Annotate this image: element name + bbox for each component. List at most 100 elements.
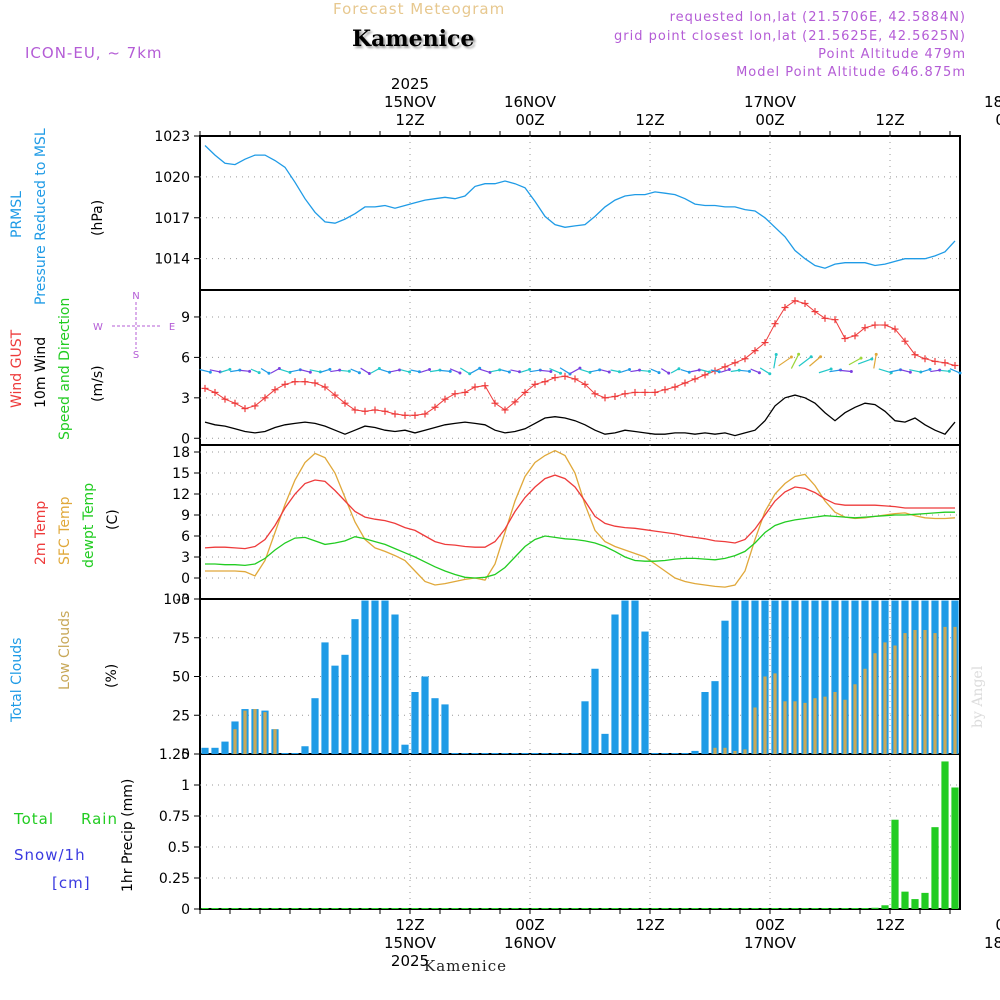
wind-arrow-head xyxy=(849,370,853,374)
wind-arrow xyxy=(319,368,331,373)
precip-bar xyxy=(541,908,549,909)
precip-bar xyxy=(511,908,519,909)
precip-bar xyxy=(761,908,769,909)
precip-ytick-label: 0 xyxy=(181,902,190,918)
wind-arrow-head xyxy=(308,370,312,374)
precip-bar xyxy=(351,908,359,909)
total-cloud-bar xyxy=(651,753,659,754)
wind-arrow xyxy=(809,356,821,367)
wind-arrow xyxy=(459,367,471,375)
bottom-time-label: 12Z xyxy=(635,916,664,934)
clouds-ytick-label: 100 xyxy=(163,592,190,608)
clouds-ytick-label: 0 xyxy=(181,747,190,763)
precip-bar xyxy=(741,908,749,909)
forecast-meteogram-title: Forecast Meteogram xyxy=(333,0,506,18)
precip-bar xyxy=(211,908,219,909)
wind-arrow-head xyxy=(707,370,711,374)
wind-arrow-head xyxy=(458,371,462,375)
precip-ytick-label: 1.25 xyxy=(159,747,190,763)
wind-arrow xyxy=(520,368,530,373)
wind-arrow xyxy=(579,368,591,373)
temp-ytick-label: 12 xyxy=(172,487,190,503)
wind-arrow xyxy=(439,369,451,372)
precip-bar xyxy=(821,908,829,909)
total-cloud-bar xyxy=(601,733,609,754)
precip-bar xyxy=(891,819,899,909)
wind-arrow xyxy=(878,368,892,374)
compass-icon: N S W E xyxy=(93,291,175,361)
precip-bar xyxy=(391,908,399,909)
wind-arrow-head xyxy=(768,372,772,376)
precip-bar xyxy=(581,908,589,909)
precip-bar xyxy=(411,908,419,909)
wind-arrow-head xyxy=(809,355,813,359)
wind-arrow xyxy=(250,368,260,374)
wind-arrow-head xyxy=(638,368,642,372)
dewpoint-line xyxy=(205,511,955,579)
wind-arrow xyxy=(930,369,940,373)
precip-ytick-label: 0.25 xyxy=(159,871,190,887)
precip-bar xyxy=(381,908,389,909)
wind-arrow xyxy=(750,368,760,374)
total-cloud-bar xyxy=(611,614,619,754)
low-cloud-bar xyxy=(783,701,787,754)
wind-arrow-head xyxy=(789,355,793,359)
wind-arrow-head xyxy=(797,352,801,356)
wind-arrow xyxy=(420,368,430,373)
precip-bar xyxy=(231,908,239,909)
precip-bar xyxy=(661,908,669,909)
wind-arrow-head xyxy=(947,369,951,373)
precip-bar xyxy=(461,908,469,909)
bottom-time-label: 00Z xyxy=(515,916,544,934)
sfc-temp-line xyxy=(205,449,956,588)
wind-ytick-label: 9 xyxy=(181,310,190,326)
wind-arrow-head xyxy=(687,370,691,374)
precip-bar xyxy=(631,908,639,909)
wind-arrow xyxy=(390,369,400,373)
wind-arrow-head xyxy=(498,368,502,372)
precip-bar xyxy=(531,908,539,909)
wind-arrow xyxy=(199,368,211,373)
wind-arrow xyxy=(479,368,491,373)
wind-ytick-label: 3 xyxy=(181,391,190,407)
total-cloud-bar xyxy=(351,619,359,754)
wind-arrow xyxy=(429,369,441,373)
wind-arrow-head xyxy=(958,371,962,375)
precip-bar xyxy=(701,908,709,909)
precip-bar xyxy=(921,892,929,909)
wind-arrow xyxy=(873,354,877,369)
total-cloud-bar xyxy=(221,741,229,754)
wind-speed-line xyxy=(204,394,956,437)
compass-w: W xyxy=(93,322,103,333)
precip-bar xyxy=(281,908,289,909)
precip-bar xyxy=(811,908,819,909)
wind-arrow-head xyxy=(928,367,932,371)
wind-arrow-head xyxy=(528,367,532,371)
wind-arrow-head xyxy=(874,352,878,356)
total-cloud-bar xyxy=(751,600,759,754)
precip-bar xyxy=(551,908,559,909)
compass-e: E xyxy=(169,322,175,333)
precip-bar xyxy=(271,908,279,909)
precip-bar xyxy=(781,908,789,909)
temp-frame xyxy=(199,444,961,600)
wind-arrow-head xyxy=(717,370,721,374)
wind-arrow xyxy=(590,369,600,373)
clouds-ytick-label: 75 xyxy=(172,631,190,647)
wind-arrow xyxy=(370,367,380,374)
precip-bar xyxy=(361,908,369,909)
low-cloud-bar xyxy=(273,729,277,754)
total-cloud-bar xyxy=(811,600,819,754)
wind-arrow xyxy=(919,368,931,373)
wind-arrow xyxy=(230,369,240,373)
total-cloud-bar xyxy=(721,620,729,754)
temp-ytick-label: 15 xyxy=(172,466,190,482)
low-cloud-bar xyxy=(883,642,887,754)
wind-arrow xyxy=(848,357,862,366)
top-time-label: 12Z xyxy=(395,111,424,129)
temp-ytick-label: 18 xyxy=(172,445,190,461)
precip-ytick-label: 0.75 xyxy=(159,809,190,825)
requested-coords: requested lon,lat (21.5706E, 42.5884N) xyxy=(669,10,966,25)
low-cloud-bar xyxy=(253,709,257,754)
wind-arrow-head xyxy=(908,370,912,374)
